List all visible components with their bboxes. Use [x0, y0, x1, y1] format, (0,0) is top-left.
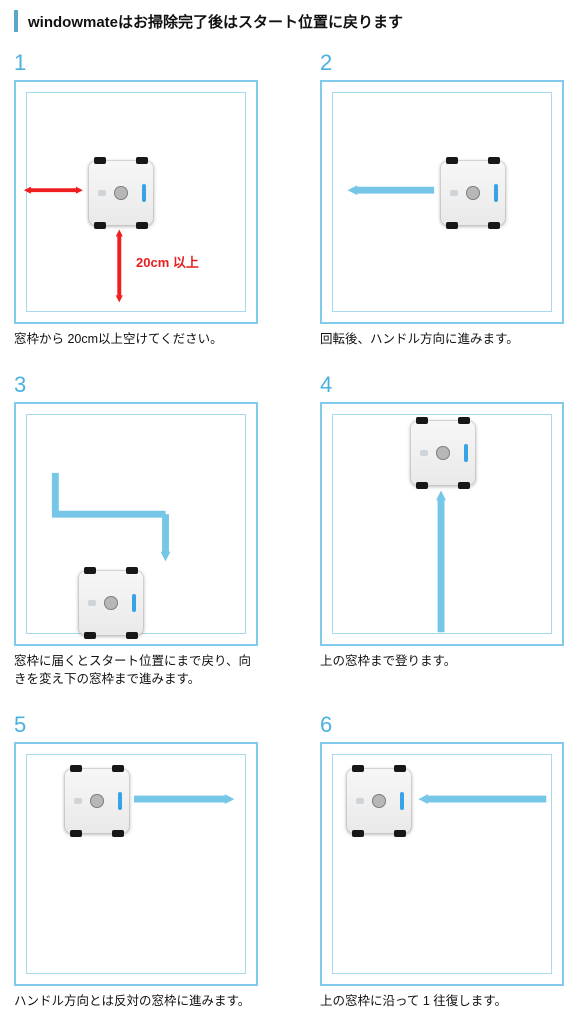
step-caption: 回転後、ハンドル方向に進みます。 — [320, 330, 564, 348]
window-frame — [14, 742, 258, 986]
step-number: 2 — [320, 50, 564, 76]
step-6: 6 上の窓枠に沿って 1 往復します。 — [320, 712, 564, 1010]
title-accent — [14, 10, 18, 32]
step-number: 1 — [14, 50, 258, 76]
step-3: 3 窓枠に届くとスタート位置にまで戻り、向きを変え下の窓枠まで進みます。 — [14, 372, 258, 688]
window-frame — [320, 742, 564, 986]
step-number: 4 — [320, 372, 564, 398]
window-frame: 20cm 以上 — [14, 80, 258, 324]
device-icon — [346, 768, 412, 834]
step-4: 4 上の窓枠まで登ります。 — [320, 372, 564, 688]
step-caption: 上の窓枠に沿って 1 往復します。 — [320, 992, 564, 1010]
step-number: 6 — [320, 712, 564, 738]
step-number: 5 — [14, 712, 258, 738]
device-icon — [64, 768, 130, 834]
device-icon — [440, 160, 506, 226]
step-number: 3 — [14, 372, 258, 398]
step-5: 5 ハンドル方向とは反対の窓枠に進みます。 — [14, 712, 258, 1010]
step-caption: 窓枠から 20cm以上空けてください。 — [14, 330, 258, 348]
step-caption: ハンドル方向とは反対の窓枠に進みます。 — [14, 992, 258, 1010]
device-icon — [410, 420, 476, 486]
window-frame — [320, 80, 564, 324]
page-title: windowmateはお掃除完了後はスタート位置に戻ります — [28, 11, 403, 32]
device-icon — [88, 160, 154, 226]
step-1: 1 20cm 以上 窓枠から 20cm以上空けてください。 — [14, 50, 258, 348]
window-frame-inner — [26, 754, 246, 974]
step-caption: 上の窓枠まで登ります。 — [320, 652, 564, 670]
device-icon — [78, 570, 144, 636]
steps-grid: 1 20cm 以上 窓枠から 20cm以上空けてください。 2 回転後、ハンドル… — [14, 50, 566, 1011]
step-2: 2 回転後、ハンドル方向に進みます。 — [320, 50, 564, 348]
window-frame — [320, 402, 564, 646]
window-frame — [14, 402, 258, 646]
title-bar: windowmateはお掃除完了後はスタート位置に戻ります — [14, 10, 566, 32]
step-caption: 窓枠に届くとスタート位置にまで戻り、向きを変え下の窓枠まで進みます。 — [14, 652, 258, 688]
annotation-text: 20cm 以上 — [136, 252, 199, 271]
